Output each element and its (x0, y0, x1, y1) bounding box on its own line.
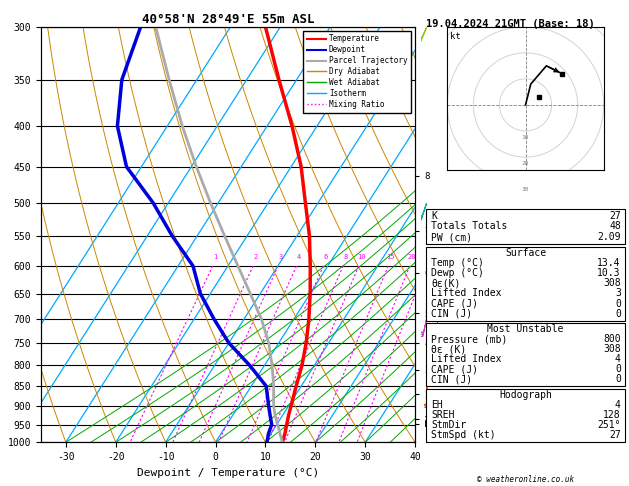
Text: 8: 8 (343, 254, 348, 260)
Text: 2: 2 (253, 254, 258, 260)
Y-axis label: km
ASL: km ASL (443, 226, 462, 243)
Text: kt: kt (450, 33, 461, 41)
Text: 27: 27 (609, 430, 621, 440)
Text: 48: 48 (609, 222, 621, 231)
Text: 10: 10 (357, 254, 365, 260)
Text: Hodograph: Hodograph (499, 390, 552, 400)
Text: θε (K): θε (K) (431, 344, 467, 354)
Text: Totals Totals: Totals Totals (431, 222, 508, 231)
Text: Pressure (mb): Pressure (mb) (431, 334, 508, 344)
Y-axis label: hPa: hPa (0, 226, 2, 243)
Text: CIN (J): CIN (J) (431, 309, 472, 319)
Text: 3: 3 (279, 254, 283, 260)
Text: Most Unstable: Most Unstable (487, 324, 564, 334)
Text: SREH: SREH (431, 410, 455, 420)
Text: 0: 0 (615, 298, 621, 309)
Text: 10: 10 (522, 135, 529, 140)
Text: 4: 4 (615, 354, 621, 364)
Text: Temp (°C): Temp (°C) (431, 258, 484, 268)
Text: 20: 20 (408, 254, 416, 260)
Text: 128: 128 (603, 410, 621, 420)
Text: 13.4: 13.4 (598, 258, 621, 268)
Text: Lifted Index: Lifted Index (431, 288, 502, 298)
Text: Mixing Ratio (g/kg): Mixing Ratio (g/kg) (436, 249, 445, 344)
Legend: Temperature, Dewpoint, Parcel Trajectory, Dry Adiabat, Wet Adiabat, Isotherm, Mi: Temperature, Dewpoint, Parcel Trajectory… (303, 31, 411, 113)
Text: © weatheronline.co.uk: © weatheronline.co.uk (477, 474, 574, 484)
Text: 251°: 251° (598, 420, 621, 430)
Text: 19.04.2024 21GMT (Base: 18): 19.04.2024 21GMT (Base: 18) (426, 19, 595, 30)
Text: 0: 0 (615, 374, 621, 384)
Text: Lifted Index: Lifted Index (431, 354, 502, 364)
Text: 15: 15 (386, 254, 395, 260)
Text: 800: 800 (603, 334, 621, 344)
Text: 4: 4 (615, 400, 621, 410)
Text: 4: 4 (297, 254, 301, 260)
Text: 308: 308 (603, 344, 621, 354)
Text: K: K (431, 211, 437, 221)
Text: 1: 1 (213, 254, 218, 260)
Text: CAPE (J): CAPE (J) (431, 298, 479, 309)
Text: CIN (J): CIN (J) (431, 374, 472, 384)
Text: 30: 30 (522, 187, 529, 192)
X-axis label: Dewpoint / Temperature (°C): Dewpoint / Temperature (°C) (137, 468, 319, 478)
Text: 20: 20 (522, 161, 529, 166)
Text: Surface: Surface (505, 248, 546, 258)
Text: CAPE (J): CAPE (J) (431, 364, 479, 374)
Text: 10.3: 10.3 (598, 268, 621, 278)
Text: PW (cm): PW (cm) (431, 232, 472, 242)
Text: 308: 308 (603, 278, 621, 288)
Text: 2.09: 2.09 (598, 232, 621, 242)
Text: Dewp (°C): Dewp (°C) (431, 268, 484, 278)
Text: 0: 0 (615, 309, 621, 319)
Text: EH: EH (431, 400, 443, 410)
Text: 27: 27 (609, 211, 621, 221)
Title: 40°58'N 28°49'E 55m ASL: 40°58'N 28°49'E 55m ASL (142, 13, 314, 26)
Text: StmDir: StmDir (431, 420, 467, 430)
Text: 3: 3 (615, 288, 621, 298)
Text: StmSpd (kt): StmSpd (kt) (431, 430, 496, 440)
Text: θε(K): θε(K) (431, 278, 461, 288)
Text: 0: 0 (615, 364, 621, 374)
Text: 6: 6 (324, 254, 328, 260)
